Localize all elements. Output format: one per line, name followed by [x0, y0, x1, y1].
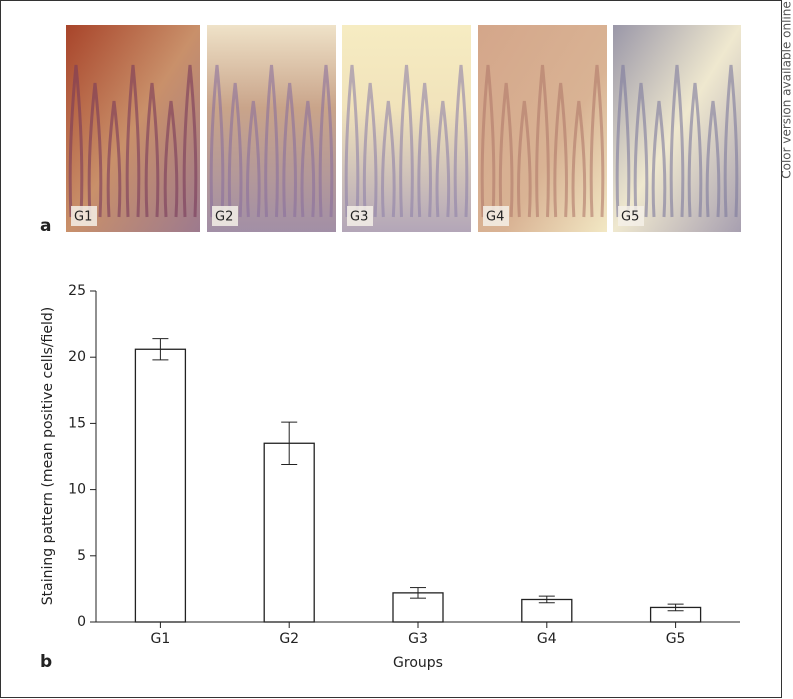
error-bar	[667, 603, 684, 612]
villus	[498, 82, 514, 218]
villus	[362, 82, 378, 218]
panel-label: b	[40, 652, 52, 672]
villus	[651, 100, 667, 218]
villus	[687, 82, 703, 218]
y-axis-label: Staining pattern (mean positive cells/fi…	[40, 307, 56, 605]
y-tick-label: 15	[68, 415, 86, 431]
villus	[633, 82, 649, 218]
image-label-bg	[71, 206, 97, 226]
micrograph	[342, 25, 471, 232]
image-label: G5	[621, 210, 639, 225]
x-tick-label: G5	[666, 631, 686, 647]
micrograph	[613, 25, 741, 232]
villus	[553, 82, 568, 218]
x-tick-label: G3	[408, 631, 428, 647]
villus	[144, 82, 160, 218]
y-tick-label: 25	[68, 283, 86, 299]
villus	[453, 64, 469, 218]
villus	[705, 100, 721, 218]
villus	[106, 100, 122, 218]
villus	[246, 100, 261, 218]
villus	[589, 64, 605, 218]
image-label-bg	[212, 206, 238, 226]
image-label-bg	[347, 206, 373, 226]
villus	[669, 64, 685, 218]
villus	[435, 100, 451, 218]
side-note: Color version available online	[780, 1, 793, 179]
villus	[300, 100, 316, 218]
villus	[344, 64, 360, 218]
micrograph	[66, 25, 200, 232]
villus	[399, 64, 414, 218]
villus	[571, 100, 587, 218]
images: G1 G2 G3 G4 G5	[66, 25, 741, 232]
villus	[163, 100, 179, 218]
villus	[264, 64, 279, 218]
image-label: G2	[215, 210, 233, 225]
villus	[723, 64, 739, 218]
villus	[68, 64, 84, 218]
y-tick-label: 5	[77, 548, 86, 564]
villus	[480, 64, 496, 218]
x-tick-label: G4	[537, 631, 557, 647]
image-label-bg	[618, 206, 644, 226]
bar	[134, 348, 187, 623]
y-tick-label: 20	[68, 349, 86, 365]
bar	[263, 442, 315, 623]
x-tick-label: G1	[151, 631, 171, 647]
micrograph	[478, 25, 607, 232]
image-label: G3	[350, 210, 368, 225]
y-tick-label: 10	[68, 482, 86, 498]
villus	[87, 82, 103, 218]
villus	[417, 82, 432, 218]
error-bar	[538, 595, 555, 604]
error-bar	[152, 338, 169, 361]
x-axis-label: Groups	[393, 655, 443, 671]
error-bar	[410, 587, 426, 599]
error-bar	[281, 421, 298, 465]
image-label-bg	[483, 206, 509, 226]
villus	[282, 82, 297, 218]
villus	[318, 64, 334, 218]
villus	[209, 64, 225, 218]
villus	[227, 82, 243, 218]
villus	[182, 64, 198, 218]
villus	[615, 64, 631, 218]
x-tick-label: G2	[279, 631, 299, 647]
villus	[381, 100, 396, 218]
villus	[517, 100, 532, 218]
villus	[125, 64, 141, 218]
image-label: G4	[486, 210, 504, 225]
image-label: G1	[74, 210, 92, 225]
y-tick-label: 0	[77, 614, 86, 630]
micrograph	[207, 25, 336, 232]
villus	[535, 64, 550, 218]
panel-label: a	[40, 216, 51, 236]
